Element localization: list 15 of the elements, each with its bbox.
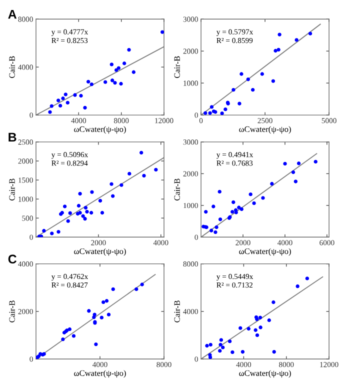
y-axis-title: Cair-B xyxy=(174,178,180,200)
y-axis-title: Cair-B xyxy=(9,300,15,322)
chart-title: A xyxy=(8,10,17,19)
x-axis-title: ωCwater(ψ-ψo) xyxy=(74,370,126,378)
y-axis-title: Cair-B xyxy=(174,300,180,322)
x-axis-title: ωCwater(ψ-ψo) xyxy=(74,126,126,134)
x-axis-title: ωCwater(ψ-ψo) xyxy=(239,248,291,256)
x-axis-title: ωCwater(ψ-ψo) xyxy=(239,126,291,134)
chart-title: C xyxy=(8,254,17,264)
y-axis-title: Cair-B xyxy=(9,178,15,200)
x-axis-title: ωCwater(ψ-ψo) xyxy=(74,248,126,256)
y-axis-title: Cair-B xyxy=(174,56,180,78)
x-axis-title: ωCwater(ψ-ψo) xyxy=(239,370,291,378)
chart-title: B xyxy=(8,132,16,142)
y-axis-title: Cair-B xyxy=(9,56,15,78)
